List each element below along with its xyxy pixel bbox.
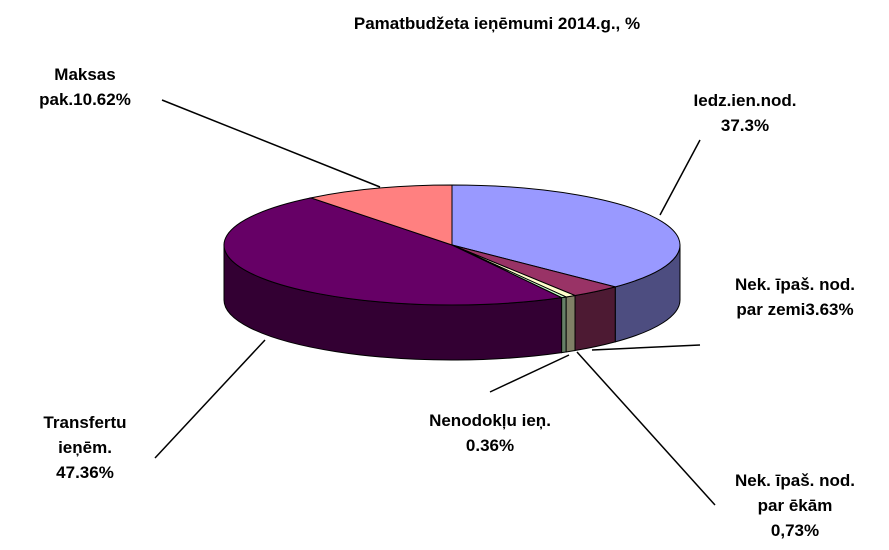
slice-side	[561, 296, 567, 354]
slice-side	[574, 286, 616, 352]
category-label: Nenodokļu ieņ.	[429, 411, 551, 430]
slice	[308, 184, 453, 246]
leader-line	[161, 99, 381, 188]
value-label: 10.62%	[73, 90, 131, 109]
data-label: Nek. īpaš. nod. par zemi3.63%	[720, 272, 870, 322]
value-label: 47.36%	[56, 463, 114, 482]
data-label: Transfertu ieņēm. 47.36%	[30, 410, 140, 485]
value-label: 0.36%	[465, 436, 515, 455]
leader-line	[659, 139, 701, 216]
category-label: Transfertu ieņēm.	[43, 413, 127, 457]
value-label: 3.63%	[805, 300, 854, 319]
value-label: 37.3%	[720, 116, 770, 135]
category-label: Iedz.ien.nod.	[693, 91, 797, 110]
leader-line	[591, 344, 701, 351]
leader-line	[489, 354, 570, 393]
slice-side	[565, 294, 576, 353]
data-label: Nek. īpaš. nod. par ēkām 0,73%	[720, 468, 870, 543]
leader-line	[154, 339, 266, 459]
category-label: Nek. īpaš. nod. par zemi	[735, 275, 855, 319]
data-label: Maksas pak.10.62%	[30, 62, 140, 112]
value-label: 0,73%	[770, 521, 820, 540]
chart-title: Pamatbudžeta ieņēmumi 2014.g., %	[353, 14, 641, 33]
category-label: Maksas pak.	[39, 65, 116, 109]
data-label: Iedz.ien.nod. 37.3%	[665, 88, 825, 138]
slice	[451, 184, 681, 288]
leader-line	[576, 351, 716, 506]
category-label: Nek. īpaš. nod. par ēkām	[735, 471, 855, 515]
data-label: Nenodokļu ieņ. 0.36%	[405, 408, 575, 458]
slice	[223, 197, 564, 306]
